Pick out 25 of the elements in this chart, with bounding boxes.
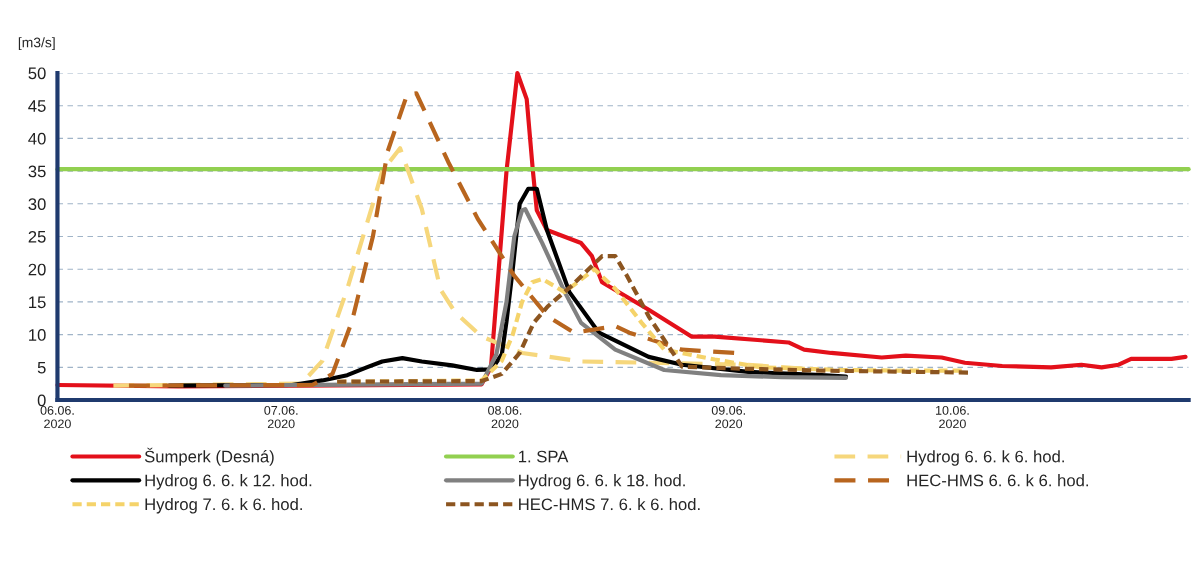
y-tick-label: 10 [29, 329, 46, 341]
y-axis-title: [m3/s] [18, 37, 55, 51]
legend-label: 1. SPA [519, 450, 569, 463]
legend-label: Hydrog 6. 6. k 18. hod. [519, 474, 685, 490]
x-tick-label: 09.06. 2020 [711, 405, 745, 429]
legend-label: Šumperk (Desná) [144, 447, 274, 466]
y-tick-label: 15 [29, 296, 46, 309]
y-tick-label: 5 [37, 361, 46, 374]
x-tick-label: 08.06. 2020 [488, 405, 522, 429]
y-tick-label: 20 [28, 263, 46, 276]
y-tick-label: 40 [28, 132, 46, 145]
y-tick-label: 30 [28, 198, 46, 211]
x-tick-label: 10.06. 2020 [936, 405, 969, 429]
y-tick-label: 25 [28, 230, 46, 243]
y-tick-label: 0 [37, 394, 46, 407]
x-tick-label: 06.06. 2020 [40, 405, 74, 429]
legend-label: Hydrog 6. 6. k 12. hod. [145, 474, 312, 490]
legend-label: Hydrog 7. 6. k 6. hod. [145, 497, 302, 514]
legend-label: HEC-HMS 7. 6. k 6. hod. [519, 497, 700, 511]
legend-label: HEC-HMS 6. 6. k 6. hod. [907, 474, 1088, 487]
x-tick-label: 07.06. 2020 [264, 405, 298, 429]
y-tick-label: 50 [28, 67, 46, 80]
legend-label: Hydrog 6. 6. k 6. hod. [907, 450, 1064, 466]
y-tick-label: 45 [28, 100, 46, 112]
y-tick-label: 35 [28, 165, 46, 178]
